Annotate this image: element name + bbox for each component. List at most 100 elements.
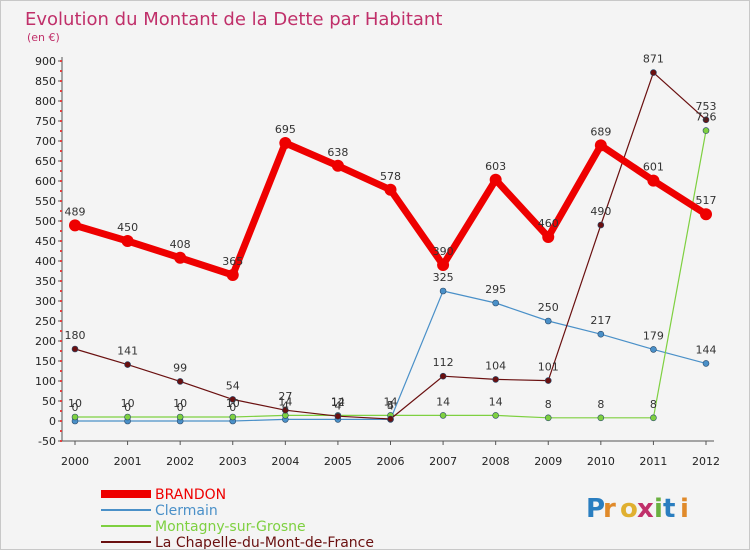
data-label: 638 [327,146,348,159]
data-label: 10 [226,397,240,410]
y-minor-tick [60,360,62,362]
data-point [650,69,657,76]
data-label: 365 [222,255,243,268]
data-label: 27 [278,390,292,403]
data-label: 517 [696,194,717,207]
x-tick-label: 2001 [114,455,142,468]
series-layer [69,69,712,425]
data-label: 408 [170,238,191,251]
data-point [229,413,237,421]
data-label: 179 [643,329,664,342]
data-label: 603 [485,160,506,173]
logo-letter: i [680,494,689,524]
data-point [279,137,292,149]
data-point [439,412,447,419]
y-minor-tick [60,130,62,132]
legend-label: Montagny-sur-Grosne [155,519,306,535]
data-label: 10 [68,397,82,410]
y-tick-label: -50 [38,435,56,448]
data-point [702,116,710,124]
y-minor-tick [60,390,62,392]
data-label: 489 [65,205,86,218]
data-point [597,414,605,422]
data-label: 14 [384,395,398,408]
x-tick-label: 2007 [429,455,457,468]
data-label: 578 [380,170,401,183]
y-tick-label: 550 [35,195,56,208]
data-label: 325 [433,271,454,284]
data-point [650,346,657,353]
y-minor-tick [60,180,62,182]
x-tick-label: 2006 [377,455,405,468]
data-label: 14 [278,395,292,408]
y-minor-tick [60,280,62,282]
y-minor-tick [60,380,62,382]
y-minor-tick [60,170,62,172]
data-point [334,412,342,420]
y-minor-tick [60,160,62,162]
y-minor-tick [60,400,62,402]
y-tick-label: 0 [49,415,56,428]
data-point [439,372,447,380]
y-minor-tick [60,70,62,72]
data-point [544,317,552,325]
y-tick-label: 200 [35,335,56,348]
x-tick-label: 2008 [482,455,510,468]
data-label: 8 [597,398,604,411]
logo-letter: r [603,494,616,524]
data-label: 0 [229,401,236,414]
data-point [124,361,131,368]
data-label: 5 [387,399,394,412]
y-tick-label: 900 [35,55,56,68]
logo-letter: t [663,494,675,524]
data-label: 689 [590,125,611,138]
y-minor-tick [60,320,62,322]
data-label: 726 [696,111,717,124]
data-label: 4 [387,399,394,412]
data-label: 14 [331,395,345,408]
data-point [439,287,447,295]
legend-label: BRANDON [155,487,226,503]
data-label: 4 [282,399,289,412]
y-tick-label: 300 [35,295,56,308]
data-label: 4 [334,399,341,412]
data-label: 99 [173,361,187,374]
chart-title: Evolution du Montant de la Dette par Hab… [25,9,442,30]
data-point [124,413,131,421]
data-label: 14 [436,395,450,408]
x-tick-label: 2005 [324,455,352,468]
data-point [174,251,187,264]
data-point [544,414,552,422]
data-label: 8 [650,398,657,411]
y-minor-tick [60,150,62,152]
y-minor-tick [60,330,62,332]
y-tick-label: 650 [35,155,56,168]
data-label: 0 [177,401,184,414]
data-label: 141 [117,345,138,358]
data-point [594,139,607,152]
y-minor-tick [60,80,62,82]
logo-letter: o [620,494,638,524]
data-label: 753 [696,100,717,113]
y-minor-tick [60,410,62,412]
y-minor-tick [60,350,62,352]
y-minor-tick [60,370,62,372]
y-tick-label: 800 [35,95,56,108]
y-minor-tick [60,220,62,222]
chart-unit: (en €) [27,31,60,44]
data-label: 10 [173,397,187,410]
y-minor-tick [60,340,62,342]
data-label: 390 [433,245,454,258]
data-point [437,259,450,271]
data-label: 14 [489,395,503,408]
data-label: 450 [117,221,138,234]
y-minor-tick [60,230,62,232]
y-minor-tick [60,260,62,262]
y-tick-label: 600 [35,175,56,188]
data-point [387,415,394,423]
data-point [71,413,79,421]
